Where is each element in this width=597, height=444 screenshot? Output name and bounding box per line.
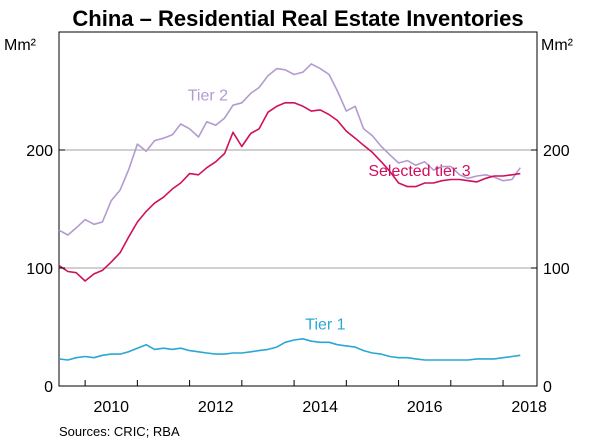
left-unit-label: Mm² (4, 37, 37, 54)
x-tick-label: 2018 (511, 399, 547, 416)
series-lines (58, 63, 521, 361)
y-tick-label-right: 0 (543, 379, 552, 396)
series-line-tier-2 (58, 63, 521, 236)
x-tick-label: 2010 (93, 399, 129, 416)
series-label-tier-2: Tier 2 (188, 87, 228, 104)
series-label-tier-1: Tier 1 (305, 316, 345, 333)
series-label-selected-tier-3: Selected tier 3 (368, 163, 470, 180)
chart-title: China – Residential Real Estate Inventor… (72, 6, 523, 31)
x-tick-label: 2012 (198, 399, 234, 416)
y-tick-label-right: 100 (543, 261, 570, 278)
y-tick-label-left: 200 (26, 143, 53, 160)
series-labels: Tier 2 Selected tier 3 Tier 1 (188, 87, 471, 333)
y-tick-label-right: 200 (543, 143, 570, 160)
right-unit-label: Mm² (541, 37, 574, 54)
series-line-tier-1 (58, 337, 521, 361)
axis-ticks: 0 0 100 100 200 200 2010 2012 2014 2016 2018 (26, 143, 570, 416)
y-tick-label-left: 0 (44, 379, 53, 396)
plot-frame (58, 31, 538, 387)
x-tick-label: 2014 (302, 399, 338, 416)
grid-lines (59, 149, 537, 269)
y-tick-label-left: 100 (26, 261, 53, 278)
series-line-selected-tier-3 (58, 102, 521, 282)
x-tick-label: 2016 (407, 399, 443, 416)
source-note: Sources: CRIC; RBA (59, 424, 180, 439)
